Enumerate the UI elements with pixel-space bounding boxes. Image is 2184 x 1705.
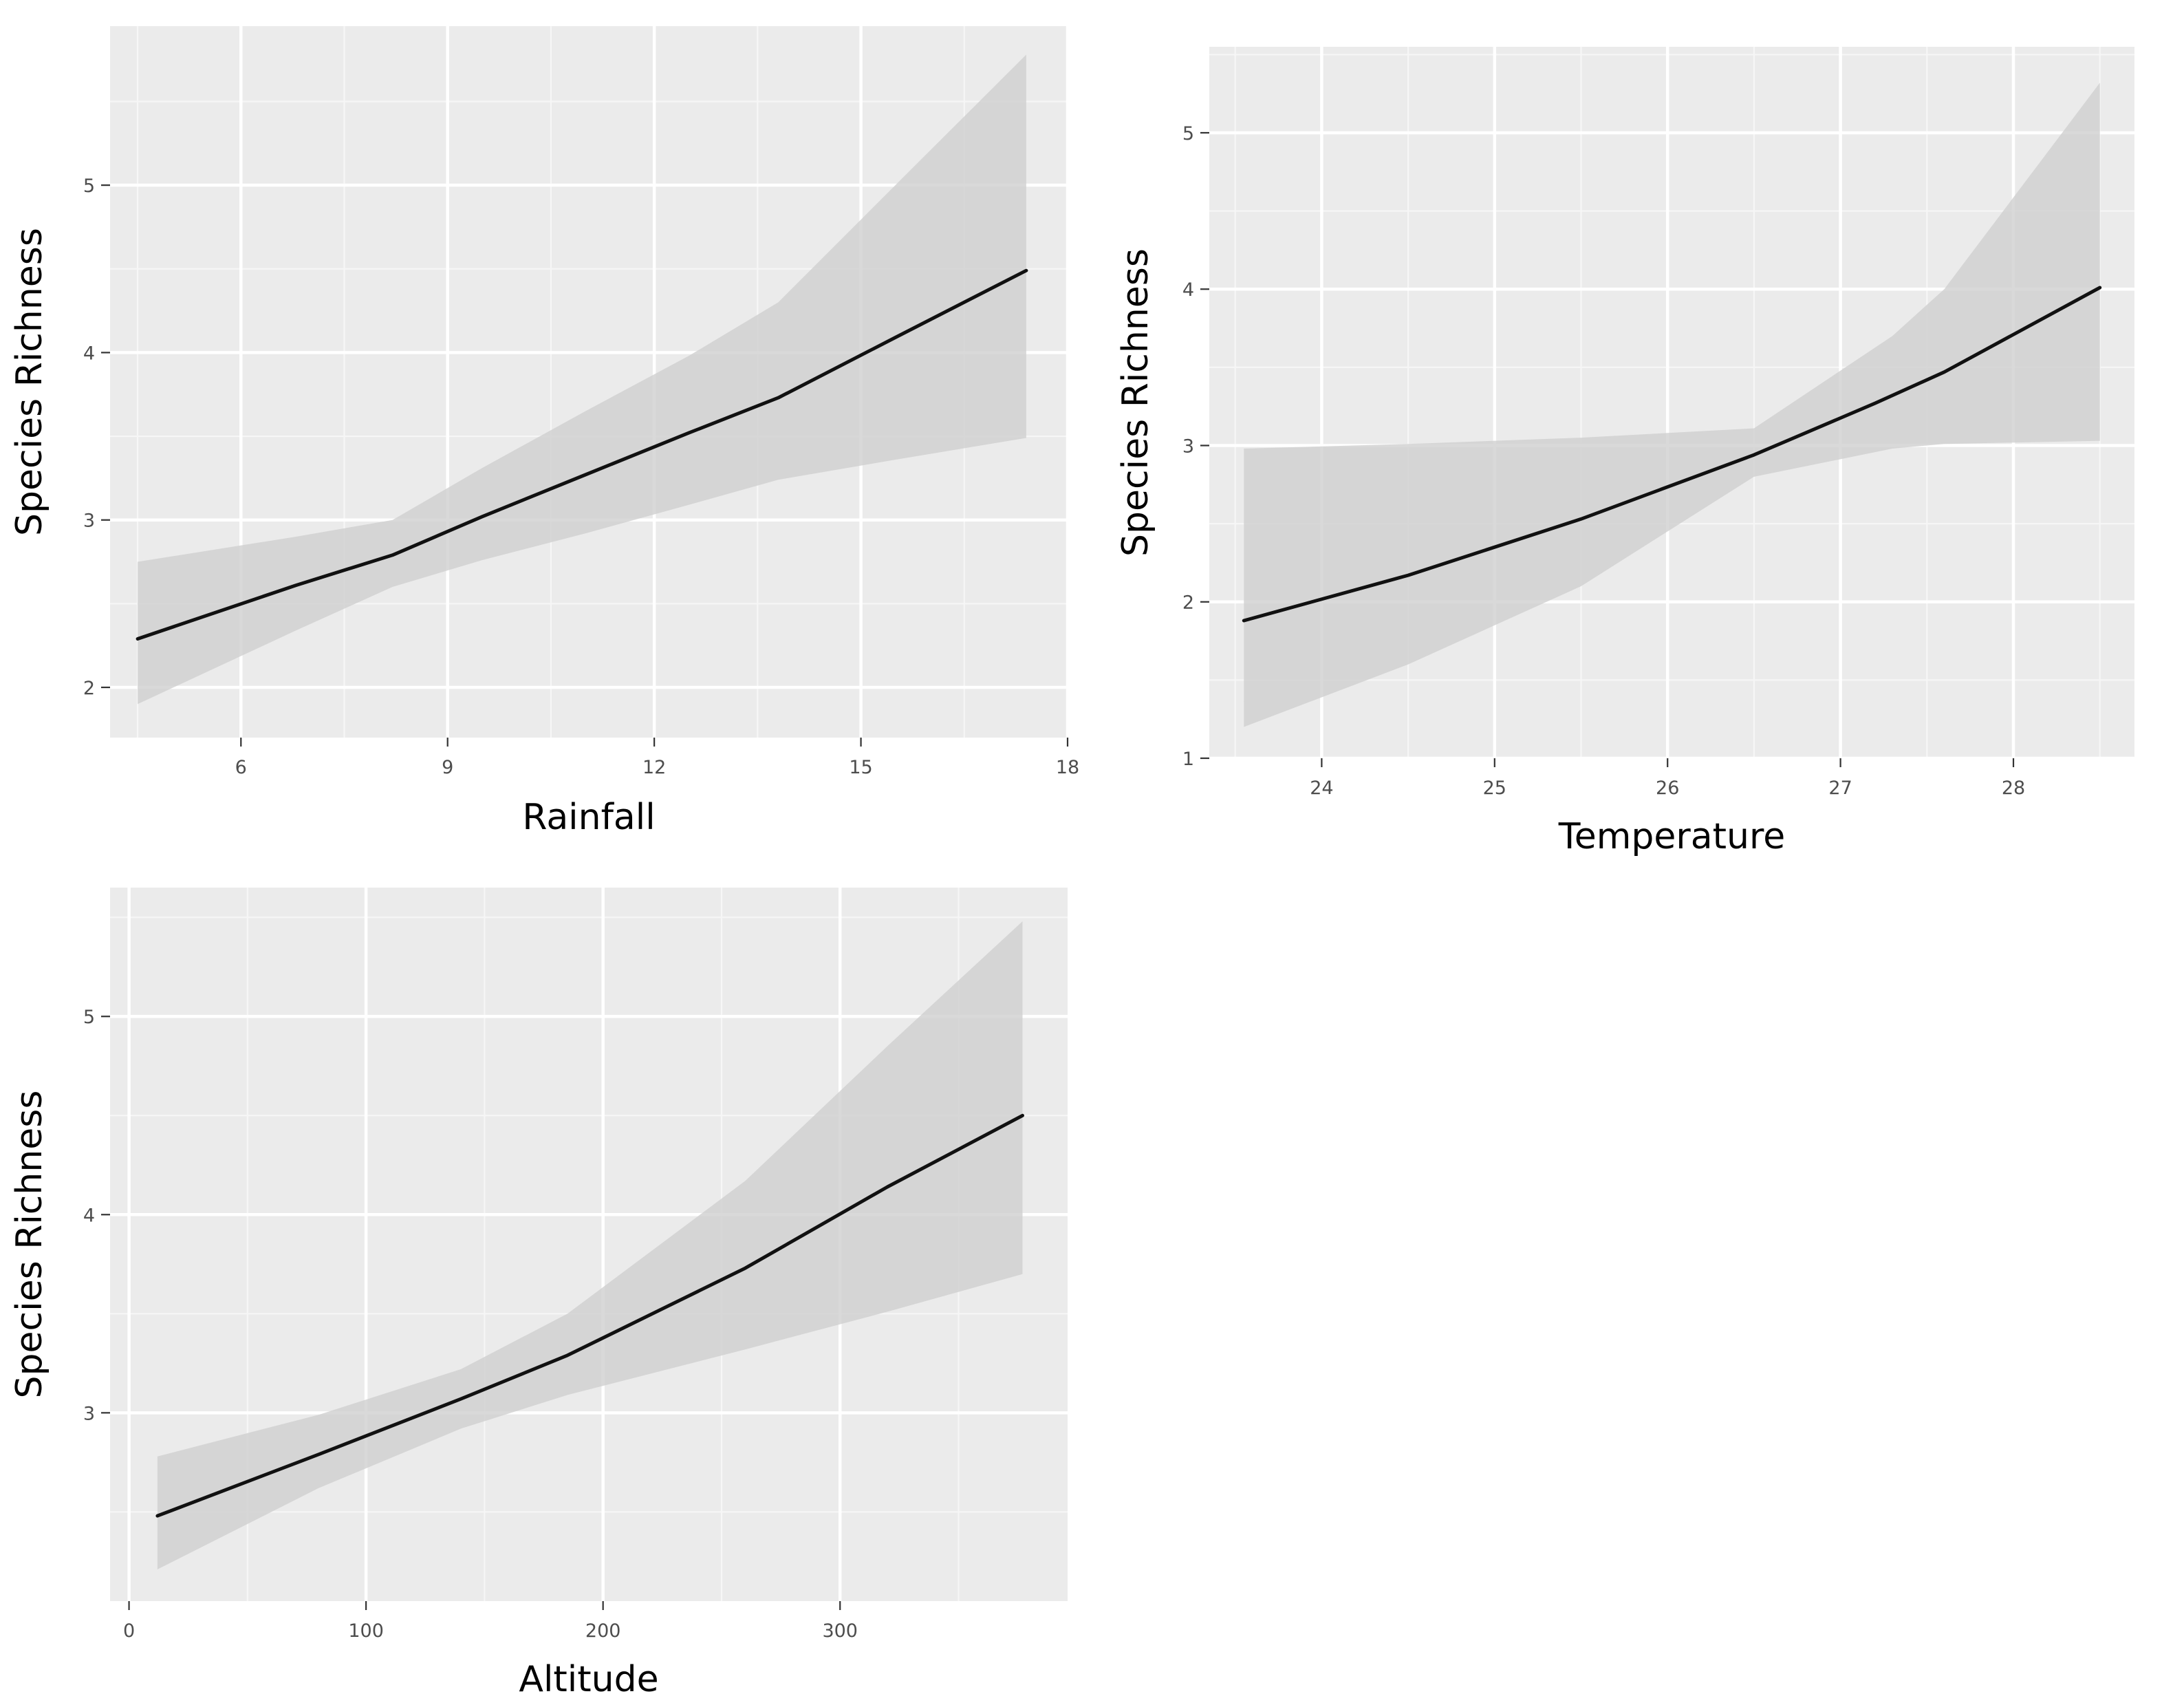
x-tick-label: 27 xyxy=(1828,778,1852,799)
y-tick-label: 3 xyxy=(83,511,95,532)
x-tick-label: 12 xyxy=(642,757,666,778)
y-tick-label: 5 xyxy=(1182,123,1194,144)
y-tick-label: 4 xyxy=(83,1205,95,1226)
x-tick-label: 200 xyxy=(585,1620,621,1642)
chart-panel-2: 24 25 26 27 28 1 2 3 4 5 Temperature Species Richne… xyxy=(1115,47,2134,857)
confidence-band xyxy=(157,921,1023,1569)
x-tick-label: 28 xyxy=(2002,778,2025,799)
y-axis-title: Species Richness xyxy=(9,1091,50,1399)
chart-panel-1: 6 9 12 15 18 2 3 4 5 Rainfall Species Richness xyxy=(9,26,1079,838)
x-axis-title: Temperature xyxy=(1558,816,1785,857)
x-axis-title: Rainfall xyxy=(522,797,655,838)
confidence-band xyxy=(1244,83,2100,727)
y-tick-label: 1 xyxy=(1182,749,1194,770)
confidence-band xyxy=(138,54,1026,705)
x-tick-label: 15 xyxy=(849,757,872,778)
y-tick-label: 3 xyxy=(83,1403,95,1424)
fitted-line xyxy=(155,1113,1024,1518)
y-axis-title: Species Richness xyxy=(9,228,50,536)
x-tick-label: 18 xyxy=(1056,757,1079,778)
y-tick-label: 3 xyxy=(1182,436,1194,457)
y-tick-label: 5 xyxy=(83,175,95,197)
y-tick-label: 5 xyxy=(83,1007,95,1028)
y-tick-label: 4 xyxy=(1182,279,1194,301)
y-tick-label: 2 xyxy=(1182,592,1194,614)
x-tick-label: 9 xyxy=(442,757,453,778)
fitted-line xyxy=(1242,286,2102,623)
x-tick-label: 0 xyxy=(123,1620,135,1642)
x-tick-label: 26 xyxy=(1656,778,1679,799)
y-tick-label: 4 xyxy=(83,343,95,364)
x-tick-label: 24 xyxy=(1310,778,1333,799)
x-tick-label: 300 xyxy=(822,1620,858,1642)
x-tick-label: 6 xyxy=(235,757,247,778)
chart-panel-3: 0 100 200 300 3 4 5 Altitude Species Richness xyxy=(9,888,1068,1700)
x-tick-label: 25 xyxy=(1483,778,1506,799)
x-tick-label: 100 xyxy=(348,1620,384,1642)
fitted-line xyxy=(136,268,1028,641)
y-axis-title: Species Richness xyxy=(1115,248,1156,557)
x-axis-title: Altitude xyxy=(519,1659,658,1700)
y-tick-label: 2 xyxy=(83,678,95,699)
